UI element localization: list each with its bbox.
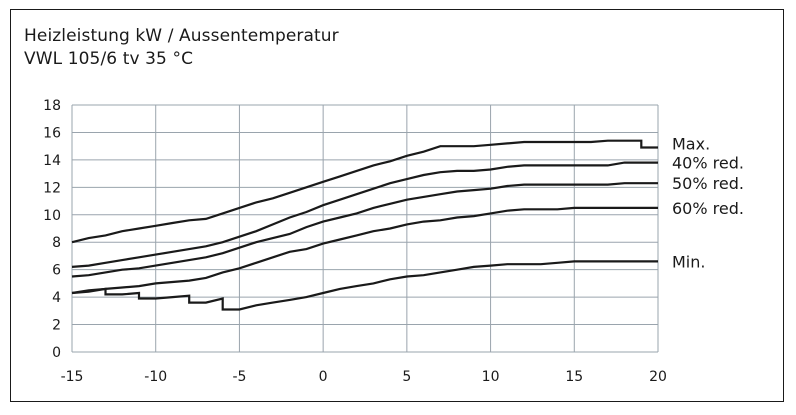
y-tick-label: 4 [52, 290, 61, 306]
chart-frame [10, 9, 784, 402]
y-tick-label: 14 [43, 153, 61, 169]
y-tick-label: 0 [52, 345, 61, 361]
series-label: 40% red. [672, 154, 744, 173]
y-tick-label: 16 [43, 125, 61, 141]
series-line [71, 206, 658, 295]
series-line [71, 260, 658, 311]
x-tick-label: 20 [649, 369, 667, 385]
y-tick-label: 8 [52, 235, 61, 251]
series-line [71, 139, 658, 244]
chart-subtitle: VWL 105/6 tv 35 °C [24, 49, 194, 69]
series-line [71, 182, 658, 278]
y-tick-label: 12 [43, 180, 61, 196]
x-tick-label: -10 [144, 369, 167, 385]
series-label: 50% red. [672, 174, 744, 193]
x-tick-label: 5 [402, 369, 411, 385]
x-tick-label: -15 [61, 369, 84, 385]
series-label: Max. [672, 134, 710, 153]
y-tick-label: 10 [43, 208, 61, 224]
x-tick-label: 15 [565, 369, 583, 385]
y-tick-label: 6 [52, 263, 61, 279]
series-label: Min. [672, 252, 705, 271]
series-line [71, 161, 658, 268]
x-tick-label: 10 [482, 369, 500, 385]
x-tick-label: -5 [232, 369, 246, 385]
series-label: 60% red. [672, 199, 744, 218]
x-tick-label: 0 [319, 369, 328, 385]
y-tick-label: 18 [43, 98, 61, 114]
chart-title: Heizleistung kW / Aussentemperatur [24, 26, 339, 46]
y-tick-label: 2 [52, 318, 61, 334]
